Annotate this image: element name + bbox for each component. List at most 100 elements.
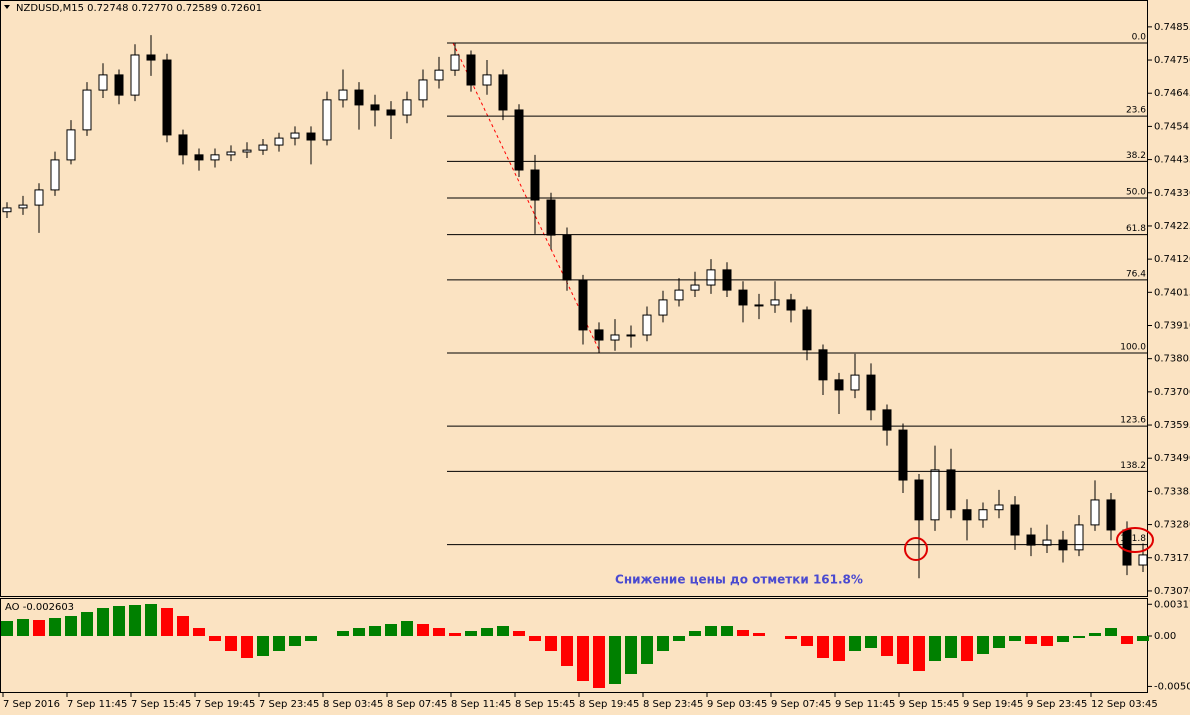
candle-body: [626, 334, 636, 337]
ao-bar: [993, 636, 1005, 648]
candle-body: [962, 509, 972, 521]
candle-body: [418, 79, 428, 101]
candle-body: [658, 299, 668, 316]
candle-body: [258, 144, 268, 151]
y-tick-label: 0.73385: [1154, 486, 1190, 497]
x-tick-label: 7 Sep 2016: [3, 699, 60, 710]
candle-body: [1042, 539, 1052, 546]
candle-body: [50, 159, 60, 191]
x-tick-label: 8 Sep 11:45: [451, 699, 511, 710]
y-tick-label: 0.73595: [1154, 420, 1190, 431]
ao-bar: [561, 636, 573, 666]
ao-bar: [865, 636, 877, 648]
ao-title: AO -0.002603: [5, 602, 74, 613]
candle-body: [482, 74, 492, 86]
candle-body: [242, 149, 252, 153]
ao-bar: [353, 628, 365, 636]
candle-body: [882, 409, 892, 431]
ao-bar: [689, 631, 701, 636]
candle-body: [210, 154, 220, 161]
ao-bar: [161, 608, 173, 636]
ao-bar: [81, 612, 93, 636]
candle-body: [738, 289, 748, 306]
candle-body: [530, 169, 540, 201]
ao-bar: [641, 636, 653, 664]
ao-bar: [257, 636, 269, 656]
ao-bar: [833, 636, 845, 661]
candle-body: [802, 309, 812, 351]
ao-bar: [593, 636, 605, 688]
ao-bar: [433, 628, 445, 636]
candle-body: [1074, 524, 1084, 551]
ao-bar: [465, 631, 477, 636]
x-tick-label: 8 Sep 07:45: [387, 699, 447, 710]
ao-bar: [1121, 636, 1133, 644]
candle-body: [546, 199, 556, 236]
ao-bar: [177, 616, 189, 636]
y-tick-label: 0.74015: [1154, 287, 1190, 298]
x-tick-label: 9 Sep 07:45: [771, 699, 831, 710]
ao-bar: [625, 636, 637, 674]
ao-bar: [17, 619, 29, 636]
ao-bar: [657, 636, 669, 651]
candle-body: [450, 54, 460, 71]
ao-bar: [977, 636, 989, 654]
candle-body: [354, 89, 364, 106]
chart-title: NZDUSD,M15 0.72748 0.72770 0.72589 0.726…: [16, 3, 262, 14]
candle-body: [34, 189, 44, 206]
candle-body: [1010, 504, 1020, 536]
ao-bar: [65, 616, 77, 636]
candle-body: [162, 59, 172, 136]
x-tick-label: 9 Sep 03:45: [707, 699, 767, 710]
ao-bar: [1057, 636, 1069, 642]
menu-triangle[interactable]: [4, 5, 10, 9]
x-tick-label: 8 Sep 03:45: [323, 699, 383, 710]
ao-bar: [945, 636, 957, 658]
highlight-circle: [1116, 527, 1154, 553]
candle-body: [1106, 499, 1116, 531]
ao-bar: [513, 631, 525, 636]
candle-body: [1138, 554, 1148, 566]
ao-bar: [33, 620, 45, 636]
y-tick-label: 0.7454: [1154, 121, 1189, 132]
x-tick-label: 9 Sep 19:45: [963, 699, 1023, 710]
candle-body: [1090, 499, 1100, 526]
x-tick-label: 7 Sep 23:45: [259, 699, 319, 710]
ao-bar: [225, 636, 237, 651]
ao-bar: [305, 636, 317, 641]
candle-body: [786, 299, 796, 311]
ao-bar: [1, 621, 13, 636]
candle-body: [82, 89, 92, 131]
ao-bar: [577, 636, 589, 681]
candle-body: [866, 374, 876, 411]
candle-body: [978, 509, 988, 521]
fib-label: 138.2: [1120, 461, 1146, 471]
fib-label: 161.8: [1120, 534, 1146, 544]
x-tick-label: 12 Sep 03:45: [1091, 699, 1158, 710]
ao-bar: [369, 626, 381, 636]
ao-bar: [817, 636, 829, 658]
candle-body: [898, 429, 908, 481]
ao-bar: [721, 626, 733, 636]
candle-body: [130, 54, 140, 96]
ao-bar: [913, 636, 925, 671]
ao-bar: [737, 630, 749, 636]
ao-bar: [897, 636, 909, 664]
ao-bar: [129, 605, 141, 636]
candle-body: [754, 304, 764, 307]
candle-body: [818, 349, 828, 381]
x-tick-label: 7 Sep 11:45: [67, 699, 127, 710]
fib-label: 23.6: [1126, 106, 1146, 116]
candle-body: [274, 137, 284, 146]
candle-body: [370, 104, 380, 111]
candle-body: [290, 132, 300, 139]
candle-body: [610, 334, 620, 341]
x-tick-label: 7 Sep 15:45: [131, 699, 191, 710]
ao-bar: [705, 626, 717, 636]
